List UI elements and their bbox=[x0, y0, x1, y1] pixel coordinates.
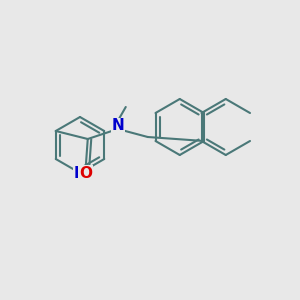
Text: N: N bbox=[111, 118, 124, 134]
Text: O: O bbox=[79, 166, 92, 181]
Text: N: N bbox=[74, 166, 86, 181]
